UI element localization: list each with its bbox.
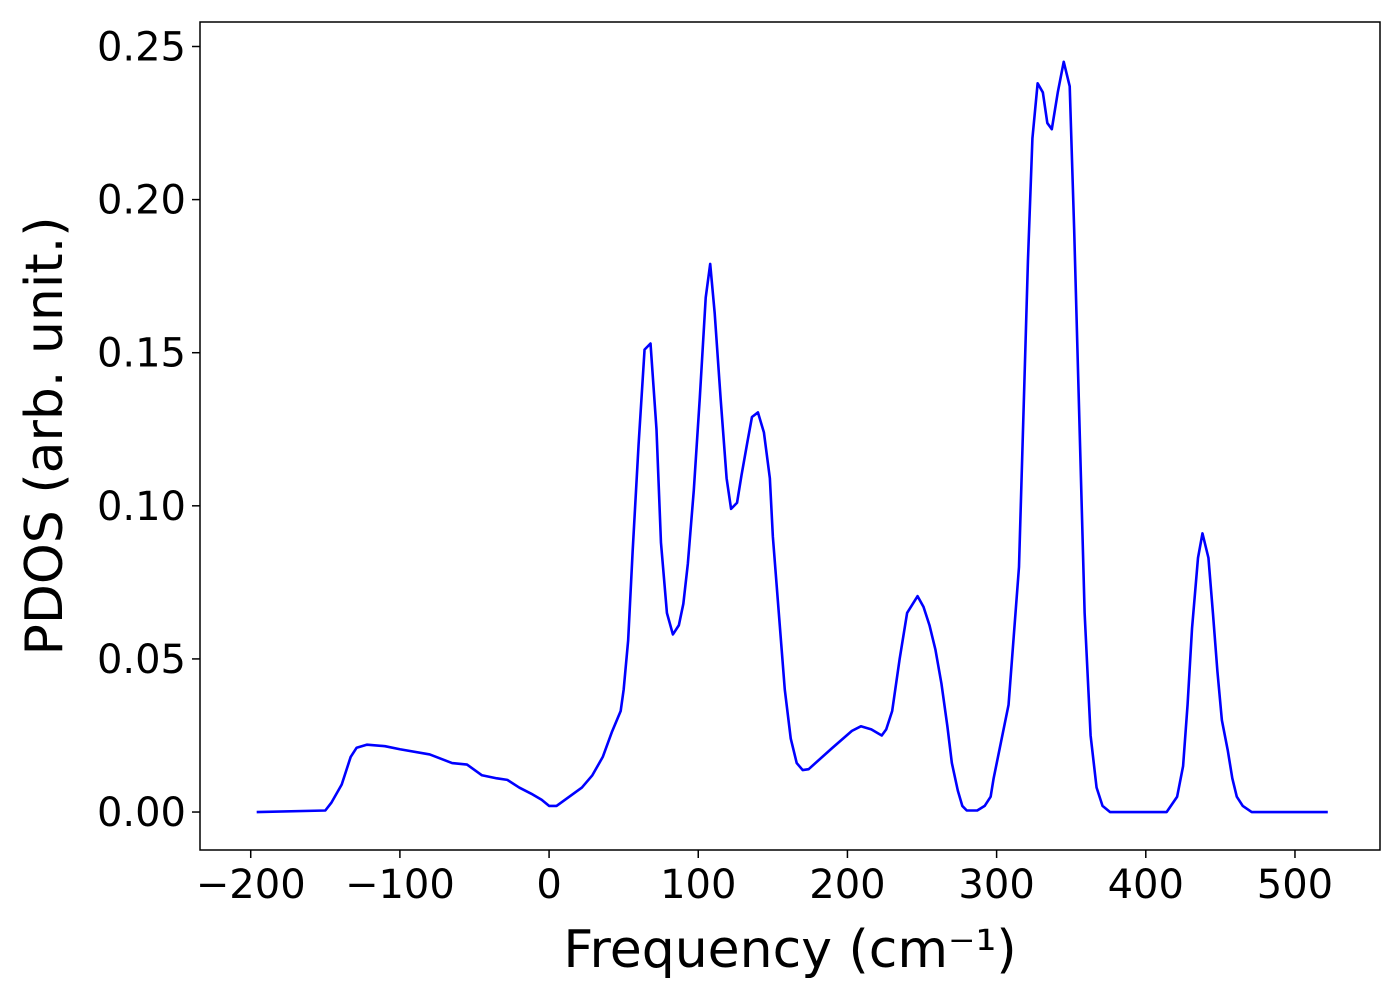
x-tick-label: 400 — [1108, 862, 1184, 908]
x-tick-label: −100 — [345, 862, 455, 908]
x-axis-label: Frequency (cm⁻¹) — [563, 920, 1016, 980]
y-tick-label: 0.25 — [97, 24, 186, 70]
plot-frame — [199, 21, 1381, 851]
x-tick-label: 300 — [958, 862, 1034, 908]
x-tick-label: 200 — [809, 862, 885, 908]
y-tick-label: 0.15 — [97, 331, 186, 377]
x-tick-label: 100 — [660, 862, 736, 908]
y-tick-label: 0.10 — [97, 484, 186, 530]
x-tick-label: 0 — [536, 862, 561, 908]
y-tick-label: 0.20 — [97, 178, 186, 224]
y-tick-label: 0.00 — [97, 790, 186, 836]
data-line — [256, 60, 1328, 814]
y-tick-label: 0.05 — [97, 637, 186, 683]
x-tick-label: 500 — [1257, 862, 1333, 908]
y-axis-label: PDOS (arb. unit.) — [15, 216, 75, 655]
x-tick-label: −200 — [196, 862, 306, 908]
